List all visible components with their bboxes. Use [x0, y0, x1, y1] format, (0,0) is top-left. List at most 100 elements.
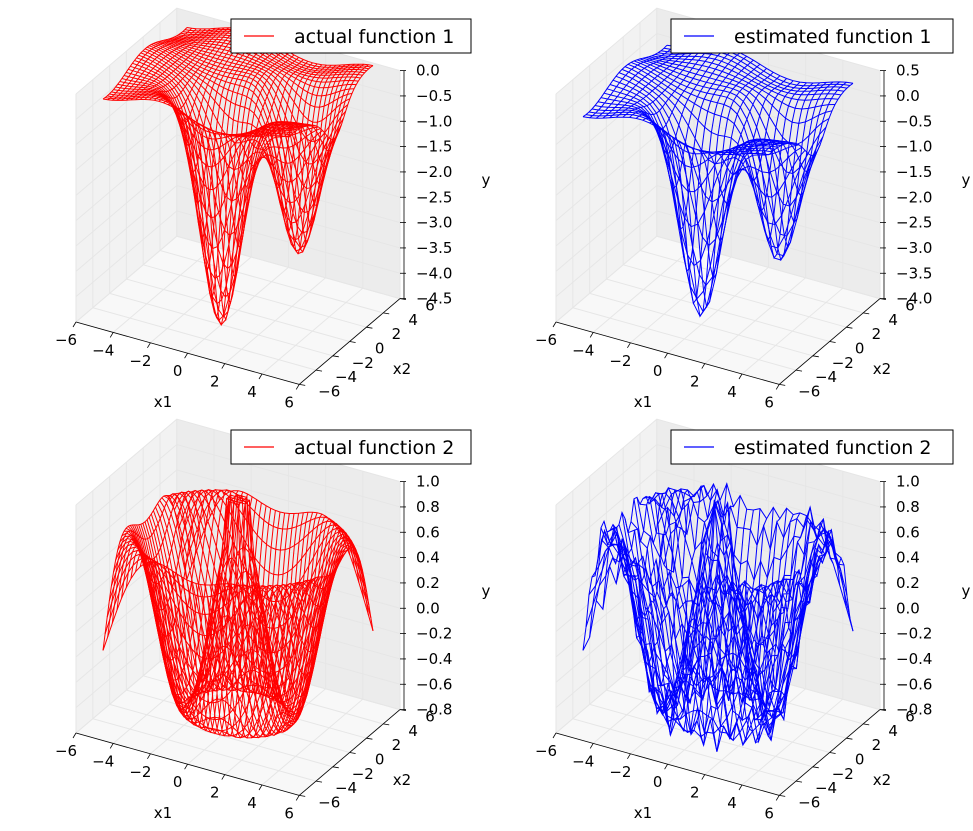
- y-tick: [315, 369, 323, 372]
- wire-line: [639, 58, 827, 175]
- z-tick-label: −1.5: [416, 138, 452, 156]
- gridline-z: [75, 159, 401, 247]
- wire-line: [606, 527, 794, 742]
- z-tick-label: −2.5: [416, 188, 452, 206]
- y-tick-label: 4: [408, 311, 418, 329]
- x-tick-label: −2: [129, 352, 151, 370]
- x-tick-label: 4: [727, 383, 737, 401]
- x-tick-label: −6: [55, 742, 77, 760]
- y-tick-label: 6: [905, 297, 915, 315]
- x-tick-label: 4: [727, 794, 737, 812]
- x-axis-label: x1: [154, 393, 172, 411]
- z-tick-label: −4.0: [896, 290, 932, 308]
- x-tick: [738, 373, 743, 380]
- wire-line: [654, 53, 842, 96]
- gridline-z: [555, 134, 881, 222]
- x-tick: [295, 384, 300, 390]
- wire-line: [171, 491, 359, 674]
- wire-line: [144, 48, 332, 241]
- x-tick: [221, 363, 226, 369]
- wire-line: [651, 492, 839, 682]
- wire-line: [639, 503, 827, 712]
- y-axis-label: x2: [873, 360, 891, 378]
- x-tick: [775, 384, 780, 390]
- wire-line: [627, 499, 815, 729]
- y-tick-label: 0: [855, 340, 865, 358]
- gridline-z: [555, 443, 881, 531]
- y-tick-label: −2: [832, 354, 854, 372]
- y-tick-label: 0: [375, 751, 385, 769]
- gridline-z: [75, 210, 401, 298]
- wire-line: [174, 36, 361, 79]
- wire-line: [155, 42, 342, 214]
- x-tick-label: 4: [247, 794, 257, 812]
- wire-line: [161, 497, 349, 710]
- y-tick: [812, 355, 819, 358]
- x-tick: [664, 763, 668, 770]
- y-tick: [383, 723, 390, 726]
- x-tick: [589, 743, 594, 749]
- y-tick-label: 0: [375, 340, 385, 358]
- y-tick: [299, 384, 306, 386]
- x-tick-label: −4: [92, 341, 114, 359]
- legend: estimated function 1: [670, 18, 954, 54]
- wire-line: [144, 496, 332, 729]
- y-tick: [383, 312, 390, 315]
- wire-line: [151, 44, 338, 249]
- x-tick: [72, 321, 77, 328]
- y-tick: [846, 326, 853, 329]
- wire-line: [633, 498, 821, 720]
- gridlines: [75, 7, 401, 385]
- y-tick-label: 6: [425, 297, 435, 315]
- y-tick: [332, 355, 339, 358]
- wire-line: [182, 489, 370, 605]
- z-tick-label: 0.4: [416, 549, 440, 567]
- wire-line: [184, 489, 372, 619]
- x-tick: [627, 342, 631, 349]
- x-tick-label: −4: [572, 752, 594, 770]
- z-tick-label: −0.8: [896, 701, 932, 719]
- y-tick: [779, 795, 786, 797]
- z-tick-label: 0.0: [896, 87, 920, 105]
- z-tick-label: −0.5: [896, 112, 932, 130]
- z-tick-label: 0.2: [416, 574, 440, 592]
- y-tick-label: −2: [832, 765, 854, 783]
- wire-line: [654, 487, 842, 659]
- x-tick-label: 2: [690, 784, 700, 802]
- wire-line: [104, 557, 292, 686]
- legend: actual function 2: [230, 429, 472, 465]
- y-tick-label: 6: [425, 708, 435, 726]
- gridline-z: [75, 134, 401, 222]
- wire-line: [176, 35, 363, 76]
- wire-line: [161, 40, 349, 142]
- z-axis-label: y: [962, 171, 971, 189]
- wire-line: [597, 101, 785, 228]
- x-tick: [147, 342, 151, 349]
- wire-line: [609, 84, 797, 313]
- wire-line: [630, 61, 818, 257]
- wire-line: [615, 528, 803, 745]
- x-tick-label: −2: [609, 352, 631, 370]
- wireframe-1: [102, 27, 374, 327]
- x-tick: [109, 332, 114, 338]
- z-tick-label: 0.6: [416, 523, 440, 541]
- x-tick: [775, 795, 780, 801]
- x-tick-label: 0: [653, 773, 663, 791]
- legend-label: actual function 2: [294, 437, 454, 459]
- subplot-3: −6−4−20246−6−4−202461.00.80.60.40.20.0−0…: [55, 418, 491, 822]
- y-tick-label: 4: [888, 311, 898, 329]
- y-tick: [366, 326, 373, 329]
- x-tick-label: −4: [572, 341, 594, 359]
- y-tick: [779, 384, 786, 386]
- x-tick: [701, 774, 706, 780]
- x-tick-label: 4: [247, 383, 257, 401]
- x-tick-label: 6: [284, 393, 294, 411]
- legend: actual function 1: [230, 18, 472, 54]
- x-tick: [258, 373, 263, 380]
- wire-line: [645, 57, 833, 124]
- z-tick-label: 0.4: [896, 549, 920, 567]
- gridline-z: [75, 646, 401, 734]
- gridline-z: [555, 32, 881, 120]
- wire-line: [136, 57, 323, 236]
